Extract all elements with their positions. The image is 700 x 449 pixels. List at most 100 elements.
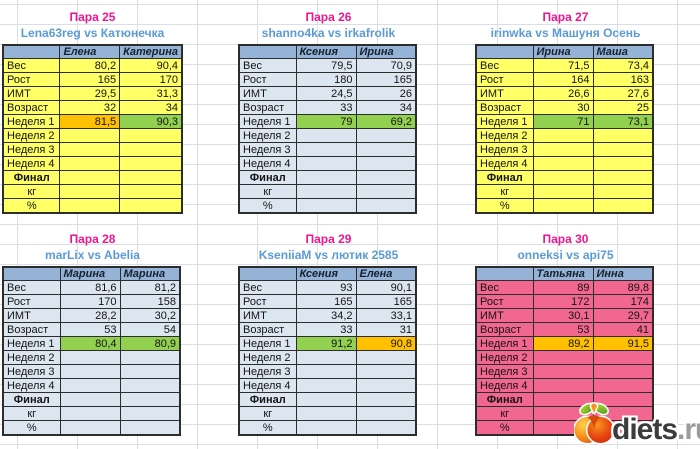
competitor-name-header[interactable]: Елена [59, 44, 121, 59]
value-cell[interactable] [59, 406, 121, 421]
value-cell[interactable] [59, 170, 121, 185]
competitor-name-header[interactable]: Ксения [295, 266, 357, 281]
week1-value-cell[interactable]: 81,5 [59, 114, 121, 129]
value-cell[interactable]: 53 [532, 322, 594, 337]
row-label-cell[interactable]: Возраст [475, 322, 534, 337]
row-label-cell[interactable]: Неделя 4 [2, 156, 61, 171]
row-label-cell[interactable]: Вес [238, 58, 297, 73]
row-label-cell[interactable]: кг [475, 184, 534, 199]
pair-subtitle[interactable]: irinwka vs Машуня Осень [490, 26, 641, 40]
value-cell[interactable] [119, 364, 181, 379]
value-cell[interactable] [119, 378, 181, 393]
row-label-cell[interactable]: ИМТ [475, 308, 534, 323]
corner-cell[interactable] [475, 266, 534, 281]
row-label-cell[interactable]: ИМТ [2, 308, 61, 323]
value-cell[interactable]: 170 [59, 294, 121, 309]
value-cell[interactable] [592, 156, 654, 171]
value-cell[interactable]: 165 [355, 72, 417, 87]
corner-cell[interactable] [238, 266, 297, 281]
week1-value-cell[interactable]: 80,9 [119, 336, 181, 351]
row-label-cell[interactable]: Рост [2, 294, 61, 309]
value-cell[interactable]: 33 [295, 322, 357, 337]
row-label-cell[interactable]: Неделя 1 [2, 114, 61, 129]
row-label-cell[interactable]: % [2, 198, 61, 214]
value-cell[interactable]: 26,6 [532, 86, 594, 101]
value-cell[interactable] [119, 170, 183, 185]
value-cell[interactable]: 170 [119, 72, 183, 87]
row-label-cell[interactable]: Финал [2, 392, 61, 407]
row-label-cell[interactable]: Неделя 2 [475, 350, 534, 365]
value-cell[interactable]: 70,9 [355, 58, 417, 73]
row-label-cell[interactable]: ИМТ [475, 86, 534, 101]
pair-title[interactable]: Пара 30 [542, 232, 589, 246]
value-cell[interactable] [59, 364, 121, 379]
pair-title[interactable]: Пара 28 [69, 232, 116, 246]
competitor-name-header[interactable]: Елена [355, 266, 417, 281]
row-label-cell[interactable]: Неделя 3 [475, 142, 534, 157]
value-cell[interactable]: 73,4 [592, 58, 654, 73]
value-cell[interactable] [59, 142, 121, 157]
row-label-cell[interactable]: Неделя 3 [2, 142, 61, 157]
row-label-cell[interactable]: Финал [475, 170, 534, 185]
value-cell[interactable] [119, 392, 181, 407]
competitor-name-header[interactable]: Татьяна [532, 266, 594, 281]
value-cell[interactable] [355, 142, 417, 157]
value-cell[interactable] [532, 198, 594, 214]
value-cell[interactable]: 34 [355, 100, 417, 115]
value-cell[interactable]: 172 [532, 294, 594, 309]
row-label-cell[interactable]: Неделя 4 [2, 378, 61, 393]
week1-value-cell[interactable]: 91,5 [592, 336, 654, 351]
value-cell[interactable]: 54 [119, 322, 181, 337]
value-cell[interactable] [295, 350, 357, 365]
value-cell[interactable] [295, 156, 357, 171]
row-label-cell[interactable]: Рост [2, 72, 61, 87]
value-cell[interactable] [592, 392, 654, 407]
value-cell[interactable]: 27,6 [592, 86, 654, 101]
value-cell[interactable] [532, 364, 594, 379]
value-cell[interactable] [119, 198, 183, 214]
week1-value-cell[interactable]: 73,1 [592, 114, 654, 129]
row-label-cell[interactable]: Неделя 2 [475, 128, 534, 143]
row-label-cell[interactable]: Неделя 1 [238, 336, 297, 351]
value-cell[interactable] [355, 156, 417, 171]
value-cell[interactable]: 180 [295, 72, 357, 87]
pair-title[interactable]: Пара 25 [69, 10, 116, 24]
value-cell[interactable]: 163 [592, 72, 654, 87]
pair-subtitle[interactable]: marLix vs Abelia [45, 248, 140, 262]
value-cell[interactable]: 29,5 [59, 86, 121, 101]
row-label-cell[interactable]: Финал [2, 170, 61, 185]
value-cell[interactable] [592, 142, 654, 157]
row-label-cell[interactable]: Неделя 4 [238, 156, 297, 171]
value-cell[interactable] [119, 406, 181, 421]
value-cell[interactable]: 71,5 [532, 58, 594, 73]
value-cell[interactable] [295, 128, 357, 143]
value-cell[interactable]: 34,2 [295, 308, 357, 323]
corner-cell[interactable] [2, 266, 61, 281]
value-cell[interactable]: 32 [59, 100, 121, 115]
row-label-cell[interactable]: Финал [238, 392, 297, 407]
row-label-cell[interactable]: Рост [475, 72, 534, 87]
competitor-name-header[interactable]: Катерина [119, 44, 183, 59]
row-label-cell[interactable]: Неделя 3 [475, 364, 534, 379]
row-label-cell[interactable]: Неделя 1 [475, 114, 534, 129]
value-cell[interactable]: 30,1 [532, 308, 594, 323]
row-label-cell[interactable]: кг [238, 406, 297, 421]
pair-title[interactable]: Пара 27 [542, 10, 589, 24]
corner-cell[interactable] [475, 44, 534, 59]
competitor-name-header[interactable]: Маша [592, 44, 654, 59]
value-cell[interactable] [592, 184, 654, 199]
pair-subtitle[interactable]: KseniiaM vs лютик 2585 [258, 248, 399, 262]
value-cell[interactable] [355, 420, 417, 436]
value-cell[interactable] [355, 392, 417, 407]
value-cell[interactable] [532, 350, 594, 365]
row-label-cell[interactable]: Вес [475, 58, 534, 73]
row-label-cell[interactable]: Вес [2, 58, 61, 73]
value-cell[interactable]: 90,1 [355, 280, 417, 295]
value-cell[interactable] [592, 128, 654, 143]
value-cell[interactable] [355, 170, 417, 185]
row-label-cell[interactable]: Вес [238, 280, 297, 295]
value-cell[interactable] [592, 198, 654, 214]
value-cell[interactable] [295, 142, 357, 157]
value-cell[interactable] [355, 128, 417, 143]
value-cell[interactable] [295, 198, 357, 214]
